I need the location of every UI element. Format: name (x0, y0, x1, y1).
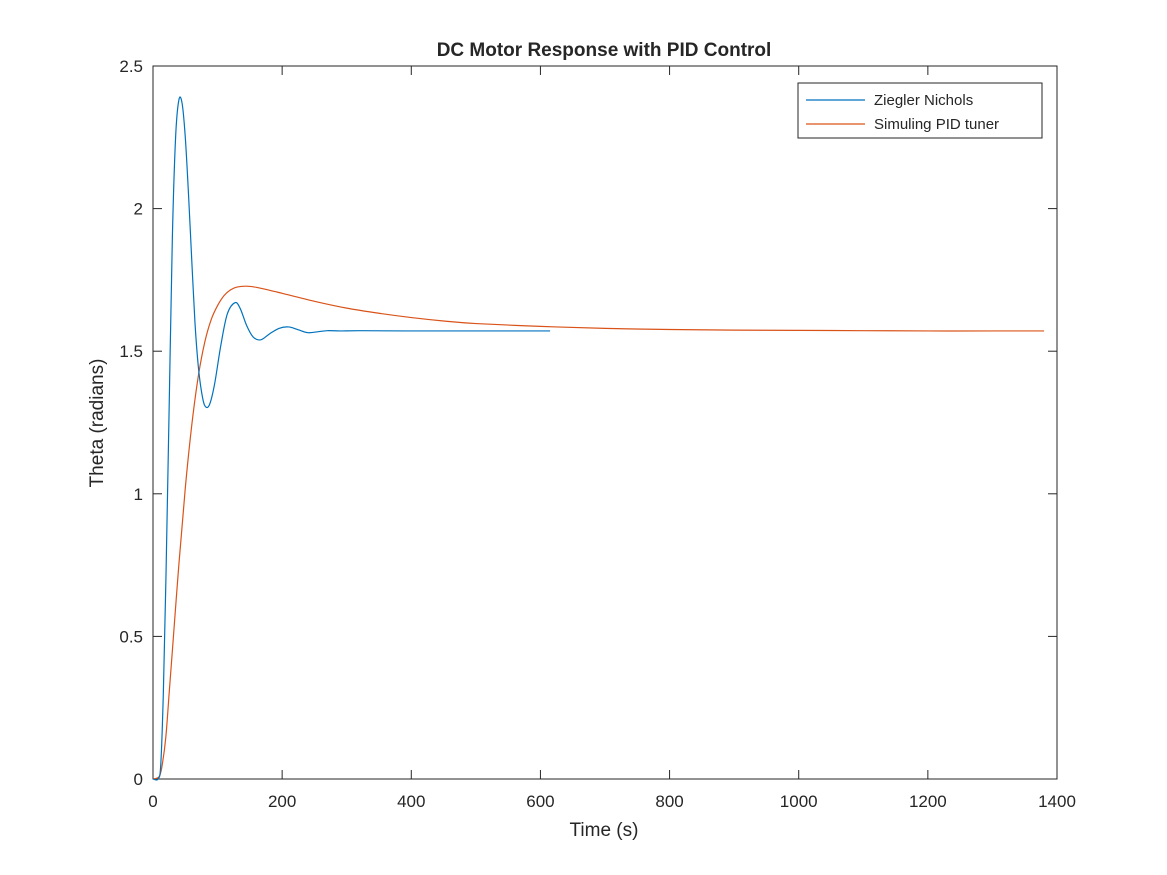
x-tick-label: 1200 (909, 792, 947, 811)
y-tick-label: 1.5 (119, 342, 143, 361)
legend-label-simuling-pid-tuner: Simuling PID tuner (874, 116, 999, 133)
series-line-simuling-pid-tuner (152, 285, 1045, 780)
legend: Ziegler Nichols Simuling PID tuner (797, 82, 1043, 139)
series-lines (152, 96, 1045, 781)
y-axis-label: Theta (radians) (87, 359, 108, 488)
series-line-ziegler-nichols (152, 96, 551, 781)
x-tick-label: 400 (397, 792, 425, 811)
x-tick-label: 1000 (780, 792, 818, 811)
legend-label-ziegler-nichols: Ziegler Nichols (874, 92, 973, 109)
y-tick-label: 1 (134, 485, 143, 504)
x-tick-label: 200 (268, 792, 296, 811)
plot-area: 0 200 400 600 800 1000 1200 1400 0 0.5 1 1.5 2 2.5 (119, 57, 1076, 811)
x-tick-label: 600 (526, 792, 554, 811)
tick-marks (152, 65, 1058, 780)
x-tick-label: 0 (148, 792, 157, 811)
y-tick-label: 2.5 (119, 57, 143, 76)
y-tick-label: 2 (134, 200, 143, 219)
y-tick-labels: 0 0.5 1 1.5 2 2.5 (119, 57, 143, 789)
legend-box (797, 82, 1043, 139)
x-axis-label: Time (s) (570, 820, 639, 841)
y-tick-label: 0 (134, 770, 143, 789)
x-tick-labels: 0 200 400 600 800 1000 1200 1400 (148, 792, 1076, 811)
chart-title: DC Motor Response with PID Control (437, 40, 772, 61)
x-tick-label: 800 (655, 792, 683, 811)
y-tick-label: 0.5 (119, 627, 143, 646)
x-tick-label: 1400 (1038, 792, 1076, 811)
axes-box (152, 65, 1058, 780)
